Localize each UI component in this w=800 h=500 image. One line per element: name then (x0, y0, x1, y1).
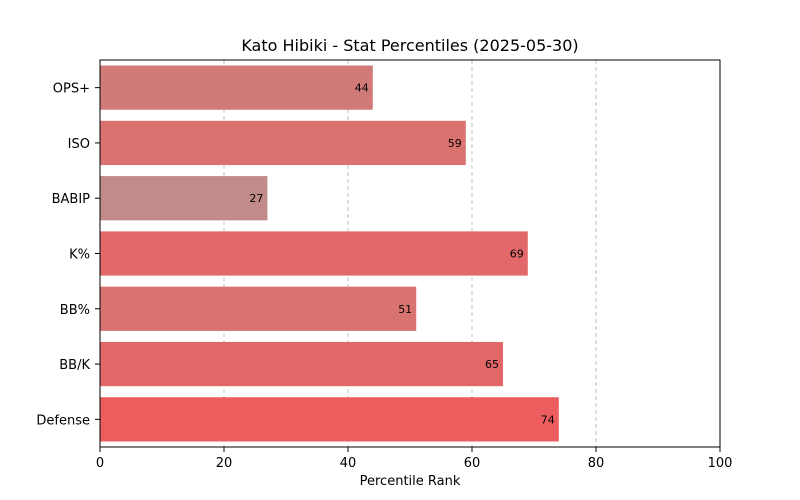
bar-value-label: 65 (485, 358, 499, 371)
bar (100, 397, 559, 442)
bars: 44 59 27 69 51 65 74 (100, 65, 559, 442)
x-tick-label: 20 (216, 456, 233, 471)
bar (100, 341, 503, 387)
chart-title: Kato Hibiki - Stat Percentiles (2025-05-… (241, 36, 578, 55)
x-axis-label: Percentile Rank (360, 474, 461, 489)
y-tick-label: BB% (60, 303, 90, 318)
bar (100, 65, 373, 110)
y-tick-label: BB/K (59, 358, 90, 373)
bar (100, 231, 528, 276)
bar-value-label: 27 (249, 192, 263, 205)
x-tick-label: 100 (708, 456, 733, 471)
bar-value-label: 44 (355, 82, 369, 95)
y-axis: OPS+ ISO BABIP K% BB% BB/K Defense (36, 82, 100, 428)
y-tick-label: K% (69, 248, 90, 263)
x-tick-label: 80 (588, 456, 605, 471)
bar (100, 176, 268, 221)
bar-value-label: 51 (398, 303, 412, 316)
x-tick-label: 0 (96, 456, 104, 471)
bar (100, 120, 466, 166)
y-tick-label: ISO (68, 137, 90, 152)
y-tick-label: Defense (36, 413, 90, 428)
y-tick-label: BABIP (52, 192, 91, 207)
y-tick-label: OPS+ (53, 82, 90, 97)
bar-value-label: 74 (541, 413, 555, 426)
x-tick-label: 60 (464, 456, 481, 471)
bar (100, 286, 417, 331)
bar-value-label: 69 (510, 248, 524, 261)
x-tick-label: 40 (340, 456, 357, 471)
x-axis: 0 20 40 60 80 100 (96, 447, 733, 471)
bar-value-label: 59 (448, 137, 462, 150)
